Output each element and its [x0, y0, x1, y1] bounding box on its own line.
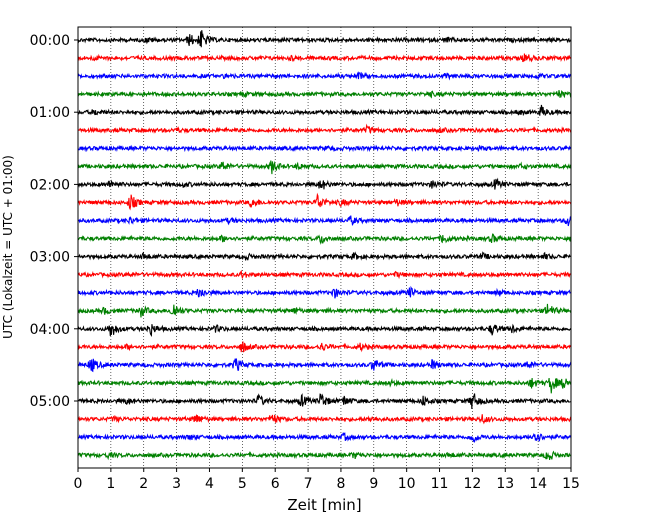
seismic-trace [77, 90, 572, 99]
seismic-trace [77, 144, 572, 153]
x-tick-label: 4 [205, 476, 214, 492]
seismic-trace [77, 123, 572, 135]
y-tick-label: 03:00 [30, 250, 70, 266]
seismic-trace [77, 160, 572, 175]
x-tick-label: 8 [336, 476, 345, 492]
seismic-trace [77, 341, 572, 353]
x-tick-label: 2 [139, 476, 148, 492]
x-tick-label: 1 [106, 476, 115, 492]
x-tick-label: 0 [74, 476, 83, 492]
x-axis-ticks: 0 1 2 3 4 5 6 7 8 9 10 11 12 13 14 15 [74, 468, 580, 492]
x-tick-label: 10 [398, 476, 416, 492]
x-tick-label: 11 [431, 476, 449, 492]
y-tick-label: 04:00 [30, 322, 70, 338]
seismic-trace [77, 104, 572, 117]
seismic-trace [77, 192, 572, 211]
y-axis-ticks: 00:00 01:00 02:00 03:00 04:00 05:00 [30, 33, 78, 410]
x-tick-label: 14 [529, 476, 547, 492]
seismic-trace [77, 450, 572, 461]
seismic-trace [77, 413, 572, 425]
x-tick-label: 13 [496, 476, 514, 492]
x-tick-label: 12 [463, 476, 481, 492]
x-tick-label: 6 [271, 476, 280, 492]
x-tick-label: 9 [369, 476, 378, 492]
seismic-trace [77, 233, 572, 245]
x-tick-label: 15 [562, 476, 580, 492]
seismic-trace [77, 251, 572, 261]
seismic-trace [77, 269, 572, 280]
seismic-trace [77, 177, 572, 190]
seismic-trace [77, 393, 572, 410]
seismic-trace [77, 431, 572, 444]
y-tick-label: 05:00 [30, 394, 70, 410]
seismic-trace [77, 358, 572, 373]
seismic-trace [77, 285, 572, 299]
y-tick-label: 00:00 [30, 33, 70, 49]
seismic-traces [77, 30, 572, 461]
y-axis-label: UTC (Lokalzeit = UTC + 01:00) [1, 155, 15, 339]
seismic-trace [77, 215, 572, 227]
plot-frame [77, 26, 572, 469]
y-tick-label: 02:00 [30, 177, 70, 193]
x-axis-label: Zeit [min] [287, 496, 361, 514]
seismic-trace [77, 303, 572, 318]
seismic-trace [77, 71, 572, 81]
seismic-trace [77, 377, 572, 394]
x-tick-label: 3 [172, 476, 181, 492]
x-tick-label: 5 [238, 476, 247, 492]
y-tick-label: 01:00 [30, 105, 70, 121]
x-tick-label: 7 [304, 476, 313, 492]
seismic-trace [77, 53, 572, 63]
seismic-trace [77, 323, 572, 338]
seismic-trace [77, 30, 572, 48]
